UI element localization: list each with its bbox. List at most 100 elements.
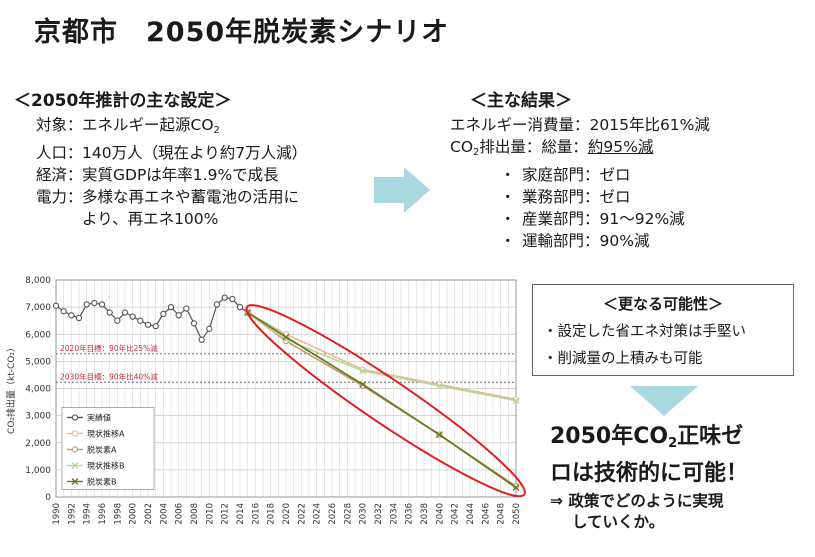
y-tick-label: 2,000 bbox=[25, 439, 51, 449]
settings-row-economy: 経済：実質GDPは年率1.9%で成長 bbox=[36, 164, 307, 186]
next-line2: していくか。 bbox=[572, 513, 665, 531]
settings-key: 経済： bbox=[36, 166, 83, 184]
bullet: ・ bbox=[500, 210, 516, 228]
next-line1: ⇒ 政策でどのように実現 bbox=[550, 492, 724, 510]
data-point bbox=[144, 321, 152, 328]
y-tick-label: 3,000 bbox=[25, 412, 51, 422]
settings-row-power-cont: より、再エネ100% bbox=[36, 208, 307, 230]
settings-value: より、再エネ100% bbox=[82, 210, 219, 228]
x-tick-label: 2026 bbox=[328, 503, 338, 525]
x-tick-label: 2050 bbox=[512, 503, 522, 525]
data-point bbox=[137, 317, 144, 324]
reference-label: 2020年目標：90年比25%減 bbox=[60, 343, 158, 353]
results-heading: ＜主な結果＞ bbox=[470, 91, 572, 111]
more-item: ・設定した省エネ対策は手堅い bbox=[543, 324, 746, 340]
x-tick-label: 2034 bbox=[389, 503, 399, 525]
x-tick-label: 2032 bbox=[374, 503, 384, 525]
data-point bbox=[91, 299, 98, 307]
data-point bbox=[114, 317, 121, 324]
data-point bbox=[167, 303, 175, 311]
y-tick-label: 6,000 bbox=[25, 330, 51, 340]
x-tick-label: 2002 bbox=[144, 503, 154, 525]
highlight-ellipse bbox=[245, 304, 526, 498]
x-tick-label: 1990 bbox=[52, 503, 62, 525]
x-tick-label: 2038 bbox=[420, 503, 430, 525]
page-title: 京都市 2050年脱炭素シナリオ bbox=[34, 17, 450, 48]
data-point bbox=[435, 382, 443, 390]
x-tick-label: 2040 bbox=[435, 503, 445, 525]
x-tick-label: 2000 bbox=[129, 503, 139, 525]
x-tick-label: 2020 bbox=[282, 503, 292, 525]
more-possibility-box: ＜更なる可能性＞ ・設定した省エネ対策は手堅い ・削減量の上積みも可能 bbox=[532, 284, 794, 376]
data-point bbox=[359, 367, 367, 375]
sector-text: 産業部門：91～92%減 bbox=[522, 210, 685, 228]
co2-value: 約95%減 bbox=[587, 138, 654, 156]
settings-key: 人口： bbox=[36, 144, 83, 162]
data-point bbox=[160, 310, 167, 318]
co2-mid: 排出量：総量： bbox=[479, 138, 588, 156]
x-tick-label: 2022 bbox=[297, 503, 307, 525]
settings-value: エネルギー起源CO bbox=[82, 116, 214, 134]
y-tick-label: 7,000 bbox=[25, 303, 51, 313]
data-point bbox=[98, 301, 106, 308]
data-point bbox=[52, 302, 60, 309]
settings-value: 実質GDPは年率1.9%で成長 bbox=[82, 166, 279, 184]
sector-item: ・産業部門：91～92%減 bbox=[500, 208, 710, 230]
data-point bbox=[512, 397, 520, 405]
co2-sub: 2 bbox=[473, 147, 480, 158]
settings-value: 多様な再エネや蓄電池の活用に bbox=[82, 188, 300, 206]
data-point bbox=[106, 309, 113, 316]
x-tick-label: 2028 bbox=[343, 503, 353, 525]
x-tick-label: 2014 bbox=[236, 503, 246, 525]
x-tick-label: 1996 bbox=[98, 503, 108, 525]
data-point bbox=[221, 294, 228, 301]
x-tick-label: 2012 bbox=[221, 503, 231, 525]
sector-item: ・家庭部門：ゼロ bbox=[500, 164, 710, 186]
sector-item: ・業務部門：ゼロ bbox=[500, 186, 710, 208]
y-axis-label: CO₂排出量（kt-CO₂） bbox=[5, 343, 17, 434]
results-panel: ＜主な結果＞ エネルギー消費量：2015年比61%減 CO2排出量：総量：約95… bbox=[448, 86, 710, 252]
x-tick-label: 2004 bbox=[159, 503, 169, 525]
x-tick-label: 2044 bbox=[466, 503, 476, 525]
data-point bbox=[229, 295, 236, 303]
x-tick-label: 2048 bbox=[497, 503, 507, 525]
data-point bbox=[190, 320, 198, 327]
more-heading: ＜更なる可能性＞ bbox=[602, 295, 723, 313]
settings-key: 対象： bbox=[36, 116, 83, 134]
x-tick-label: 2024 bbox=[313, 503, 323, 525]
settings-row-power: 電力：多様な再エネや蓄電池の活用に bbox=[36, 186, 307, 208]
data-point bbox=[75, 314, 83, 322]
legend-marker bbox=[71, 430, 79, 437]
data-point bbox=[435, 431, 443, 439]
conclusion-b: 正味ゼ bbox=[677, 424, 744, 449]
x-tick-label: 2018 bbox=[267, 503, 277, 525]
legend-label: 現状推移B bbox=[87, 460, 125, 470]
legend-label: 現状推移A bbox=[87, 428, 125, 438]
settings-key: 電力： bbox=[36, 188, 83, 206]
legend-marker bbox=[71, 478, 79, 485]
x-tick-label: 2016 bbox=[251, 503, 261, 525]
sector-text: 運輸部門：90%減 bbox=[522, 232, 650, 250]
bullet: ・ bbox=[500, 188, 516, 206]
legend-marker bbox=[71, 414, 79, 421]
results-co2: CO2排出量：総量：約95%減 bbox=[450, 136, 710, 164]
sector-text: 業務部門：ゼロ bbox=[522, 188, 631, 206]
bullet: ・ bbox=[500, 166, 516, 184]
settings-value: 140万人（現在より約7万人減） bbox=[82, 144, 308, 162]
data-point bbox=[60, 308, 67, 315]
data-point bbox=[152, 322, 159, 330]
plot-frame bbox=[55, 279, 517, 498]
data-point bbox=[83, 301, 90, 308]
data-point bbox=[282, 333, 290, 341]
data-point bbox=[129, 313, 136, 320]
down-arrow-icon bbox=[630, 386, 698, 416]
more-item: ・削減量の上積みも可能 bbox=[543, 351, 703, 367]
data-point bbox=[236, 303, 244, 311]
conclusion-a: 2050年CO bbox=[550, 424, 669, 449]
y-tick-label: 1,000 bbox=[25, 466, 51, 476]
legend-label: 脱炭素A bbox=[87, 444, 117, 454]
reference-label: 2030年目標：90年比40%減 bbox=[60, 371, 158, 381]
y-tick-label: 8,000 bbox=[25, 276, 51, 286]
next-step: ⇒ 政策でどのように実現 していくか。 bbox=[550, 491, 723, 533]
conclusion-sub: 2 bbox=[668, 436, 678, 451]
